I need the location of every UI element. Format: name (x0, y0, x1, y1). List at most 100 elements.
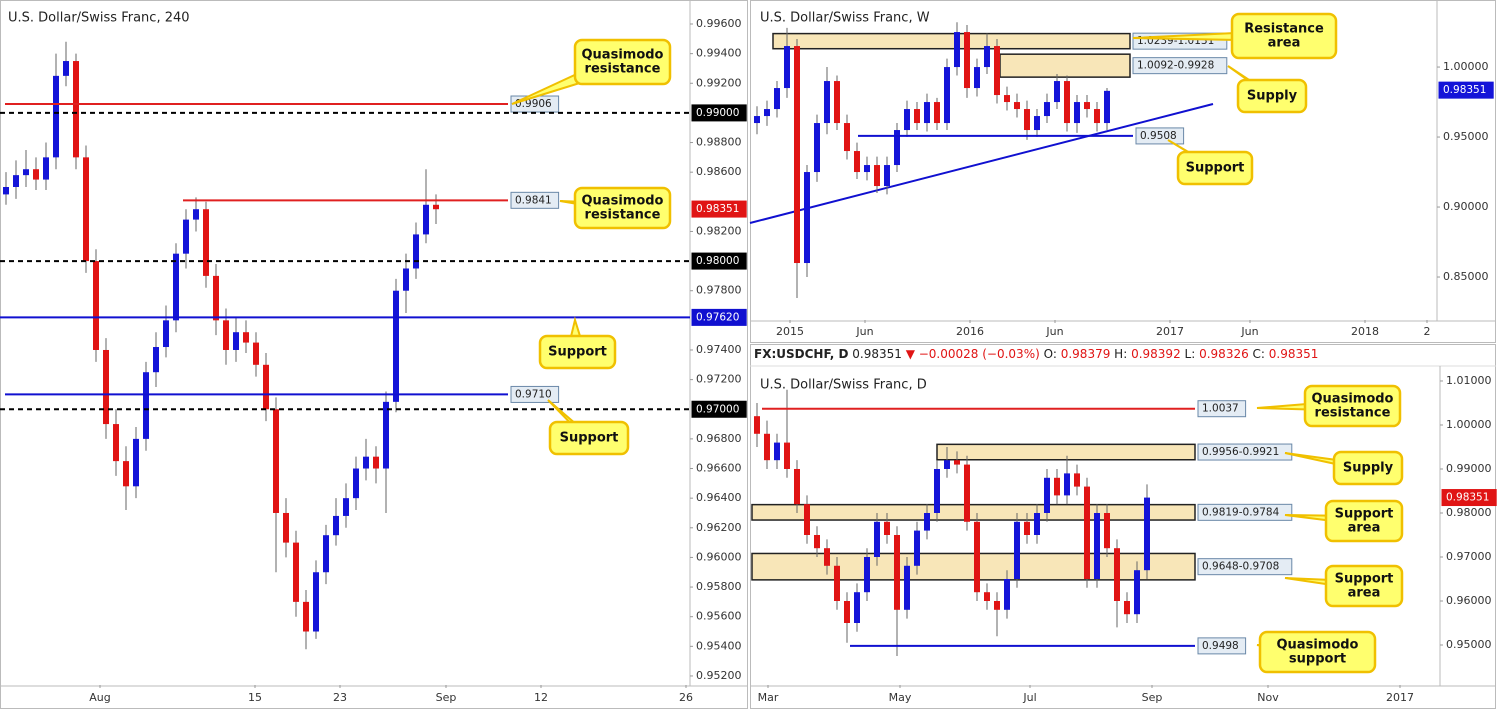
candle-body (193, 209, 199, 220)
info-change: ▼ −0.00028 (−0.03%) (906, 347, 1040, 361)
candle-body (1024, 521, 1030, 535)
y-tick-label: 0.99000 (1446, 462, 1492, 475)
zone (999, 53, 1131, 78)
info-ohlc-value: 0.98326 (1199, 347, 1249, 361)
callout-text: Supply (1247, 89, 1298, 104)
candle-body (283, 512, 289, 543)
candle-body (433, 204, 439, 210)
candle-body (874, 521, 880, 557)
price-tag-box (1441, 489, 1497, 507)
x-tick-label: Sep (436, 691, 457, 704)
price-tag-box (1197, 637, 1247, 655)
candle-body (1084, 486, 1090, 579)
candle-body (834, 81, 840, 124)
x-tick-label: 2016 (956, 325, 984, 338)
y-tick-label: 0.85000 (1443, 270, 1489, 283)
candle-body (1074, 102, 1080, 124)
x-tick-label: 2015 (776, 325, 804, 338)
price-tag: 0.9819-0.9784 (1202, 506, 1280, 518)
y-tick-label: 1.00000 (1446, 418, 1492, 431)
callout-text: Quasimodo (582, 48, 664, 63)
price-tag-box (1135, 127, 1185, 145)
callout-box (1258, 630, 1377, 674)
price-tag: 0.97620 (696, 311, 739, 323)
zone (751, 503, 1196, 521)
candle-body (1014, 102, 1020, 110)
x-tick-label: Jun (855, 325, 873, 338)
info-ohlc-name: C: (1253, 347, 1265, 361)
price-tag-box (1438, 81, 1494, 99)
candle-body (804, 504, 810, 535)
candle-body (173, 253, 179, 321)
candle-body (824, 548, 830, 566)
x-tick-label: 26 (679, 691, 693, 704)
candle-body (1004, 95, 1010, 103)
candle-body (53, 75, 59, 158)
candle-body (353, 468, 359, 499)
candle-body (974, 67, 980, 89)
candle-body (804, 172, 810, 264)
callout-box (1236, 78, 1308, 114)
candle-body (874, 165, 880, 187)
callout-text: Support (1335, 507, 1394, 522)
candle-body (774, 88, 780, 110)
candle-body (43, 157, 49, 180)
candle-body (1094, 109, 1100, 124)
callout-text: Supply (1343, 461, 1394, 476)
candle-body (13, 175, 19, 187)
candle-body (924, 512, 930, 531)
y-tick-label: 0.95800 (696, 580, 742, 593)
y-tick-label: 0.97200 (696, 373, 742, 386)
info-ohlc-value: 0.98351 (1269, 347, 1319, 361)
callout-text: Quasimodo (1277, 638, 1359, 653)
price-tag-box (1197, 558, 1293, 576)
candle-body (363, 456, 369, 469)
candle-body (113, 424, 119, 462)
y-tick-label: 1.01000 (1446, 374, 1492, 387)
candle-body (1144, 497, 1150, 571)
y-tick-label: 0.96400 (696, 491, 742, 504)
candle-body (33, 169, 39, 180)
candle-body (1124, 600, 1130, 615)
candle-body (333, 515, 339, 536)
x-tick-label: 2018 (1351, 325, 1379, 338)
x-tick-label: 12 (534, 691, 548, 704)
y-tick-label: 0.97400 (696, 343, 742, 356)
candle-body (844, 600, 850, 623)
y-tick-label: 0.97800 (696, 284, 742, 297)
candle-body (894, 534, 900, 610)
candle-body (794, 468, 800, 505)
y-tick-label: 0.99200 (696, 76, 742, 89)
callout-box (573, 38, 672, 86)
y-tick-label: 0.96200 (696, 521, 742, 534)
candle-body (1014, 521, 1020, 579)
x-tick-label: Aug (89, 691, 110, 704)
price-tag: 0.9508 (1140, 130, 1177, 142)
callout-text: Quasimodo (1312, 392, 1394, 407)
callout-text: area (1348, 586, 1381, 601)
callout-text: Quasimodo (582, 194, 664, 209)
candle-body (1054, 477, 1060, 496)
candle-body (924, 102, 930, 124)
callout-box (1332, 450, 1404, 486)
x-tick-label: 2017 (1156, 325, 1184, 338)
candle-body (784, 46, 790, 89)
info-last: 0.98351 (852, 347, 902, 361)
candle-body (23, 169, 29, 176)
callout-text: Resistance (1244, 22, 1324, 37)
candle-body (944, 460, 950, 469)
candle-body (904, 565, 910, 610)
candle-body (1104, 512, 1110, 549)
price-tag-box (691, 400, 747, 418)
candle-body (323, 535, 329, 573)
candle-body (233, 332, 239, 350)
candle-body (754, 116, 760, 124)
x-tick-label: Jun (1240, 325, 1258, 338)
price-tag-box (691, 252, 747, 270)
price-tag: 0.9841 (515, 194, 552, 206)
callout-text: Support (1186, 161, 1245, 176)
y-tick-label: 0.95000 (1446, 638, 1492, 651)
candle-body (153, 347, 159, 373)
candle-body (63, 61, 69, 76)
price-tag: 0.98000 (696, 255, 739, 267)
